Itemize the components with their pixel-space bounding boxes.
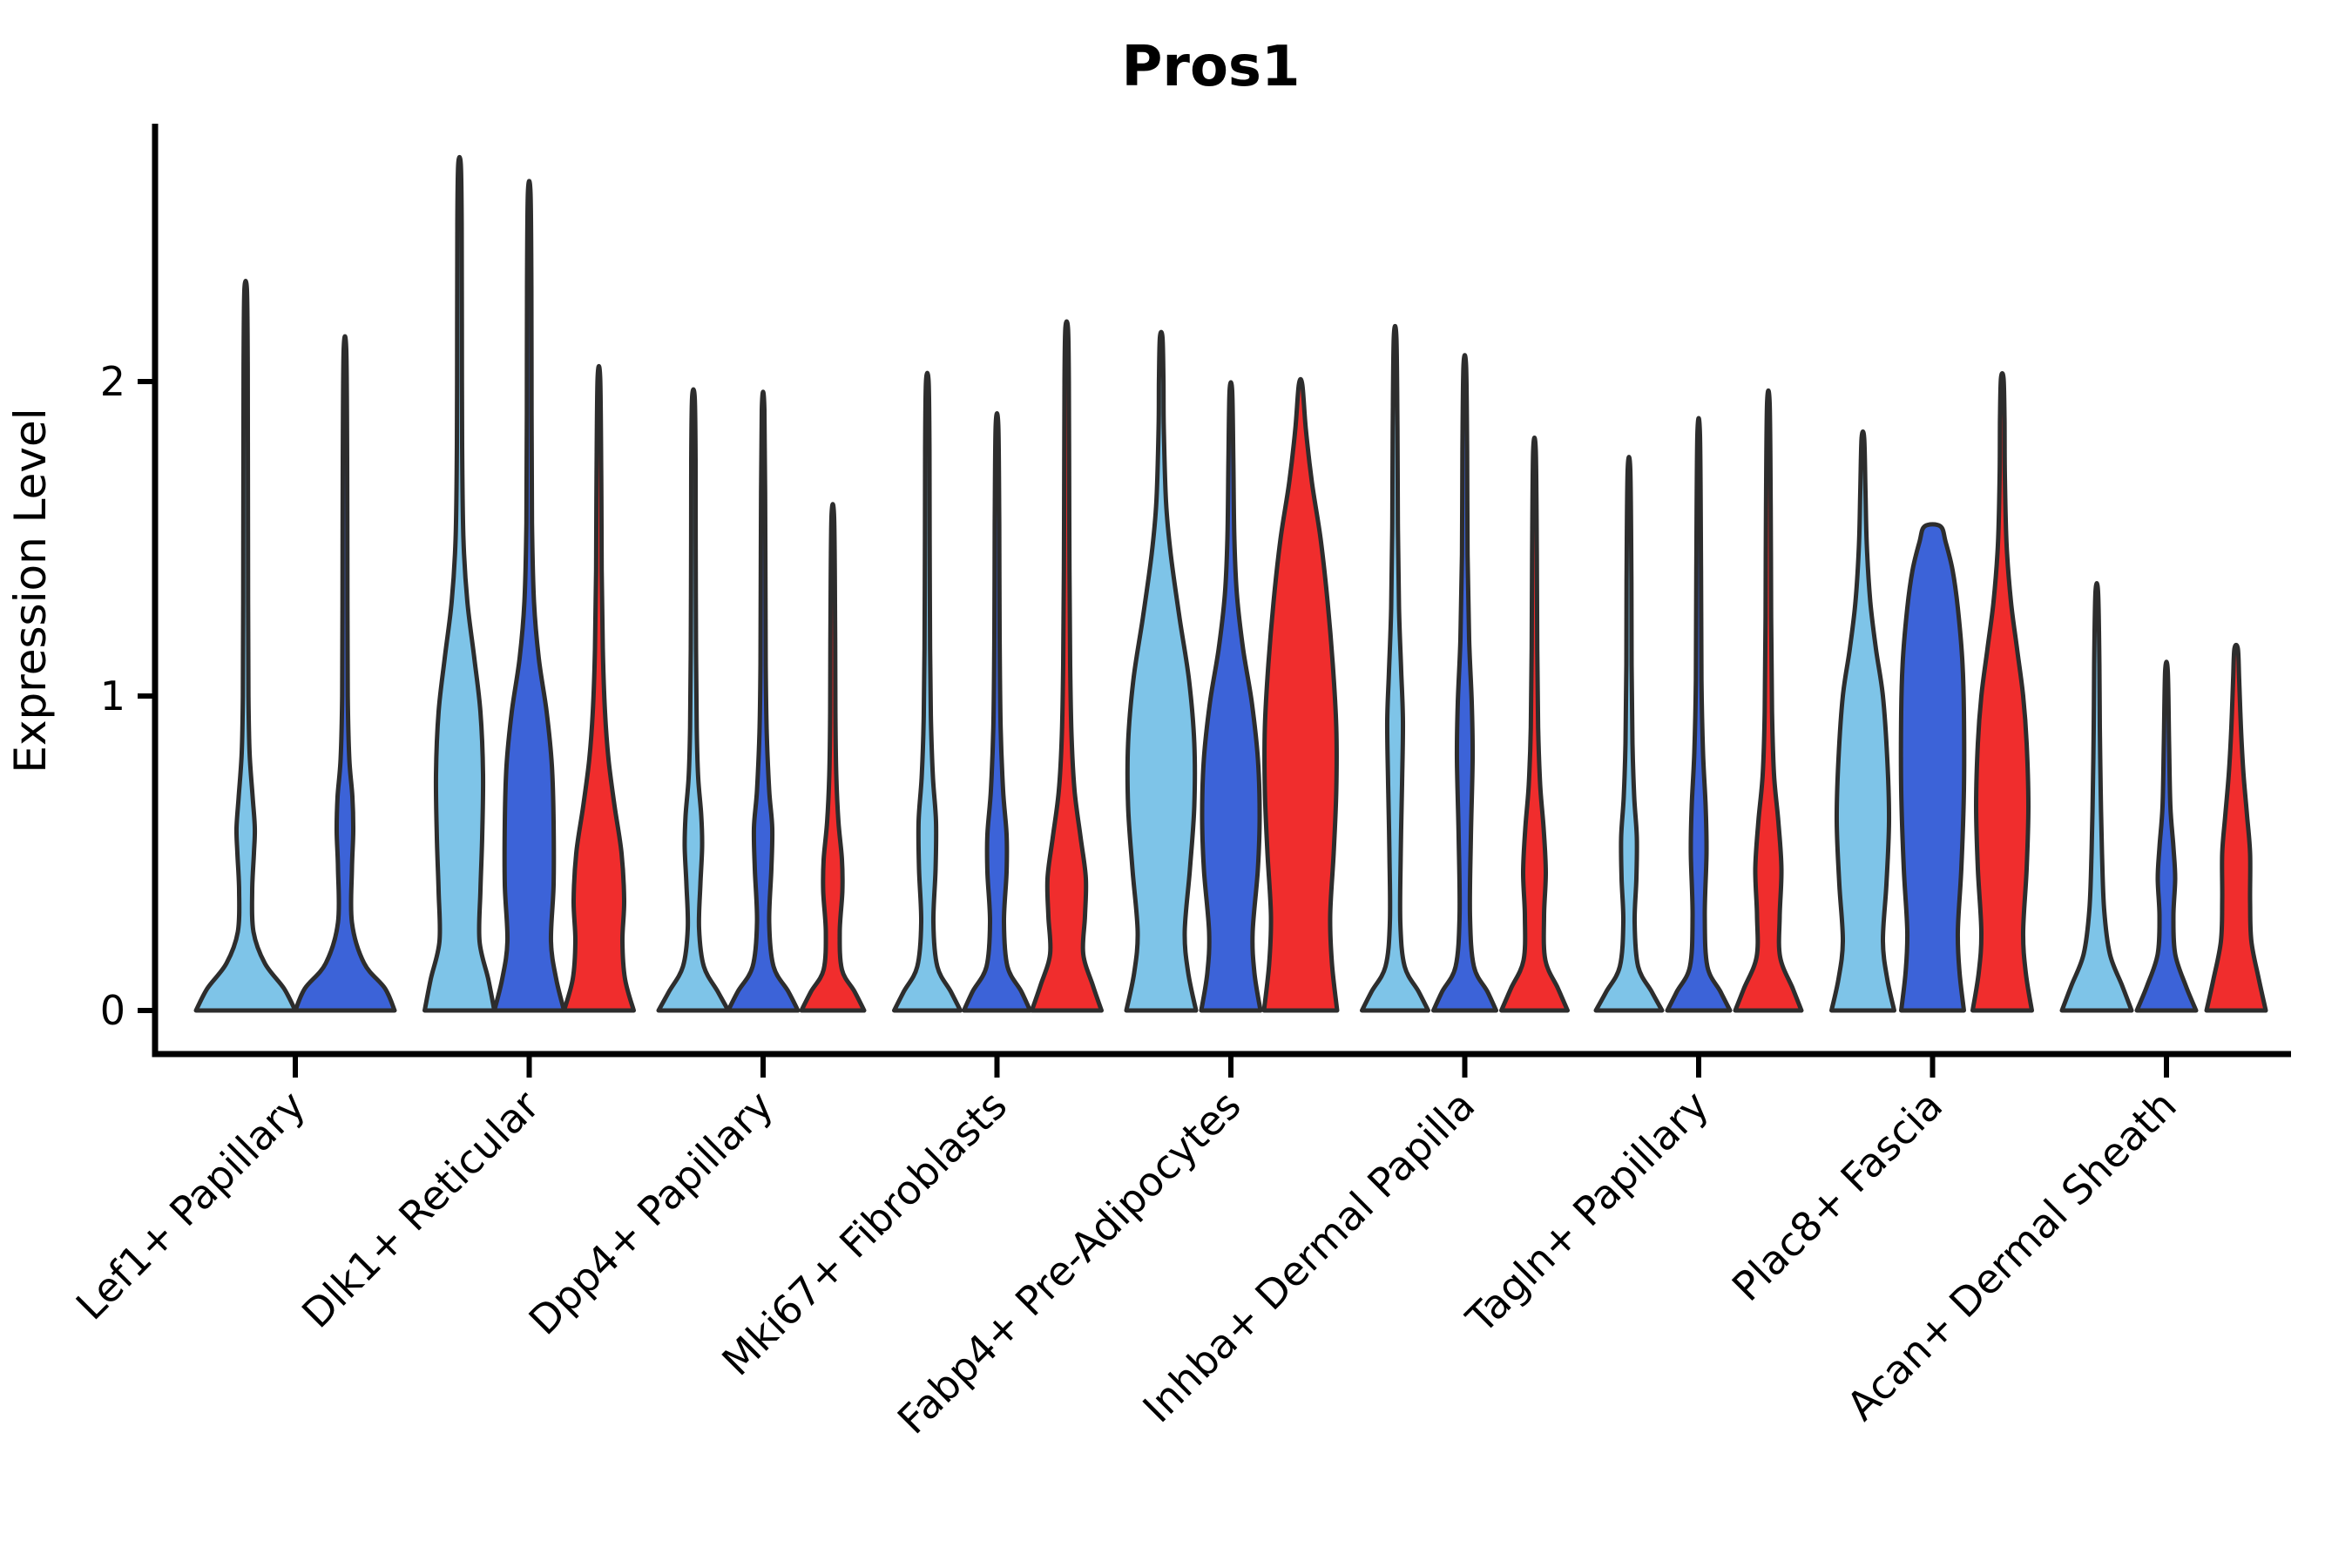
violin-5-red (1261, 376, 1340, 1013)
x-tick-label-8: Plac8+ Fascia (1723, 1082, 1951, 1310)
y-tick-label-0: 0 (100, 987, 125, 1034)
violin-9-red (2204, 642, 2268, 1013)
violin-2-blue (492, 179, 566, 1013)
violin-1-light_blue (193, 279, 298, 1013)
violin-7-red (1733, 388, 1804, 1013)
violin-7-blue (1665, 416, 1733, 1013)
violin-8-blue (1898, 522, 1967, 1013)
violin-6-light_blue (1360, 323, 1430, 1013)
chart-title: Pros1 (1121, 35, 1300, 99)
violin-2-red (562, 363, 636, 1013)
axes-layer (138, 124, 2291, 1078)
violin-8-light_blue (1829, 429, 1896, 1013)
violin-3-red (799, 502, 867, 1013)
violin-9-light_blue (2059, 580, 2134, 1013)
violin-3-light_blue (656, 387, 731, 1013)
y-axis-label: Expression Level (5, 408, 56, 773)
x-tick-label-7: Tagln+ Papillary (1456, 1082, 1718, 1343)
violin-3-blue (726, 389, 801, 1013)
violin-5-blue (1199, 380, 1263, 1013)
y-tick-label-2: 2 (100, 358, 125, 405)
x-tick-label-3: Dpp4+ Papillary (520, 1082, 782, 1344)
violin-2-light_blue (422, 154, 497, 1013)
violin-9-blue (2134, 659, 2199, 1013)
x-tick-label-2: Dlk1+ Reticular (293, 1082, 548, 1337)
violins-layer (193, 154, 2268, 1013)
violin-5-light_blue (1124, 329, 1199, 1013)
violin-7-light_blue (1593, 455, 1665, 1013)
violin-1-blue (293, 334, 397, 1013)
violin-4-light_blue (892, 370, 963, 1013)
y-tick-label-1: 1 (100, 672, 125, 720)
violin-4-blue (962, 411, 1032, 1013)
violin-8-red (1970, 371, 2034, 1013)
violin-4-red (1030, 319, 1104, 1013)
violin-6-blue (1431, 353, 1498, 1013)
x-tick-label-1: Lef1+ Papillary (67, 1082, 314, 1329)
violin-6-red (1499, 436, 1570, 1013)
